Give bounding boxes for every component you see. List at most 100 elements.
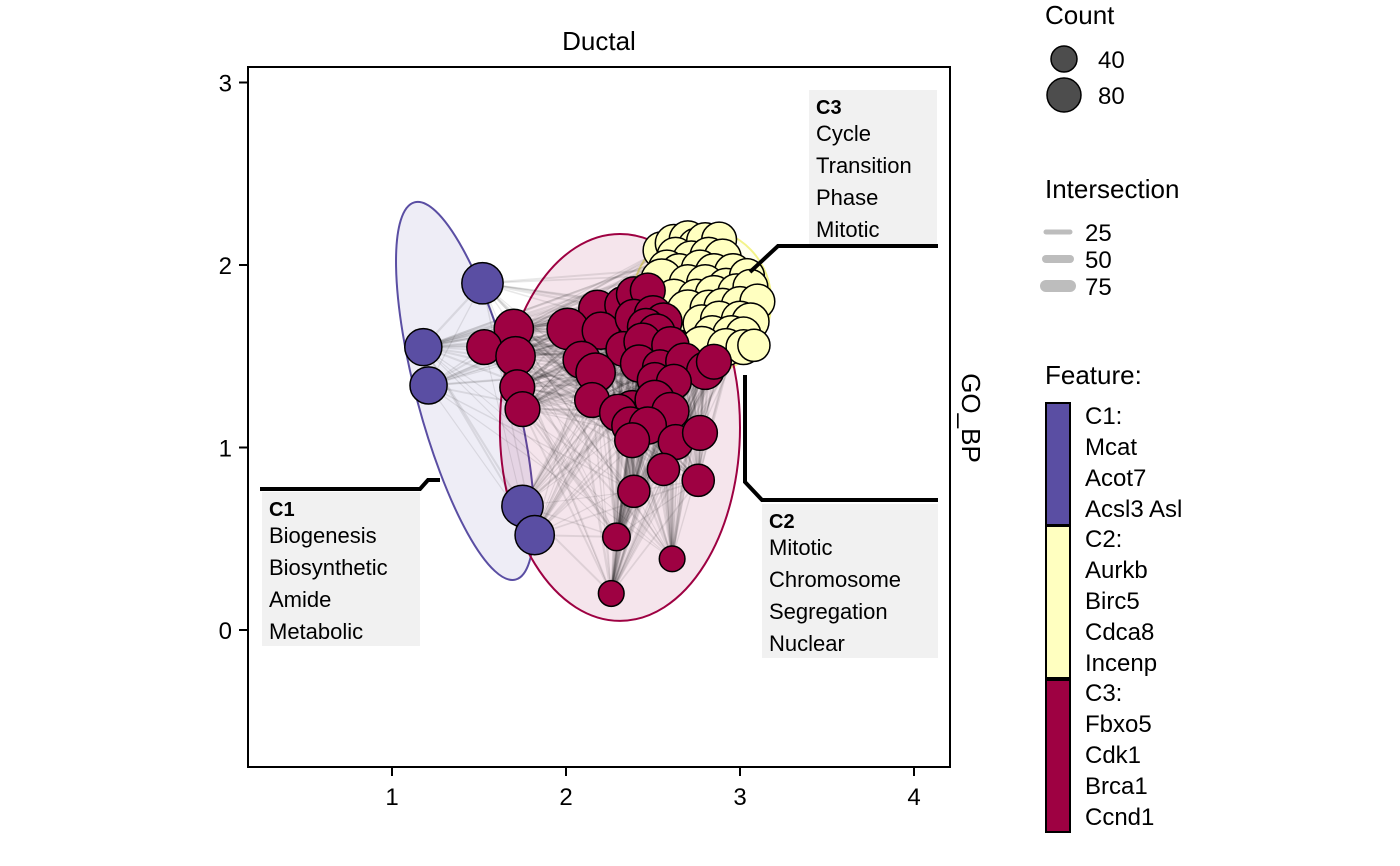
leader-line-c1 (260, 478, 440, 491)
network-edge (428, 384, 635, 492)
cluster-term: Mitotic (769, 535, 833, 560)
node-c3 (504, 391, 541, 428)
network-edge (422, 346, 673, 560)
node-c3 (617, 474, 651, 509)
legend-feature-text: C3: (1085, 680, 1122, 707)
cluster-term: Nuclear (769, 631, 845, 656)
network-edge (428, 249, 663, 387)
cluster-label-id: C3 (816, 97, 842, 119)
network-edge (522, 425, 631, 507)
legend-feature-text: Birc5 (1085, 588, 1140, 615)
network-edge (422, 254, 677, 349)
node-c3 (695, 343, 733, 380)
node-c3 (613, 422, 651, 459)
cluster-term: Segregation (769, 599, 888, 624)
network-edge (534, 479, 699, 536)
network-edge (671, 370, 707, 560)
network-edge (521, 362, 640, 507)
cluster-label-id: C1 (269, 499, 295, 521)
node-c1 (409, 366, 448, 405)
network-edge (422, 346, 617, 538)
legend-feature-text: Cdca8 (1085, 619, 1154, 646)
x-tick-label: 1 (385, 784, 398, 811)
cluster-label-id: C2 (769, 511, 795, 533)
cluster-term: Phase (816, 185, 878, 210)
node-c3 (601, 522, 631, 552)
legend-intersection-label: 75 (1085, 274, 1112, 301)
legend-feature-text: Acot7 (1085, 465, 1146, 492)
network-edge (483, 347, 524, 507)
legend-feature-text: Acsl3 Asl (1085, 496, 1182, 523)
legend-feature-text: C2: (1085, 526, 1122, 553)
node-c3 (681, 414, 719, 452)
network-edge (514, 355, 635, 492)
y-tick-label: 0 (219, 618, 232, 645)
y-axis: 0 1 2 3 (219, 71, 248, 645)
node-c1 (514, 514, 556, 556)
network-edge (610, 348, 624, 594)
legend-count-label: 40 (1098, 47, 1125, 74)
network-edge (513, 328, 673, 560)
cluster-term: Biogenesis (269, 523, 377, 548)
y-tick-label: 3 (219, 71, 232, 98)
legend-feature-text: Ccnd1 (1085, 804, 1154, 831)
legend-feature-text: Aurkb (1085, 557, 1148, 584)
x-tick-label: 2 (559, 784, 572, 811)
legend-count-swatch (1050, 45, 1078, 73)
node-c3 (681, 463, 716, 498)
label-leader-lines (260, 244, 938, 502)
network-nodes (404, 220, 776, 608)
legend-feature-text: Incenp (1085, 650, 1157, 677)
network-edge (610, 432, 701, 594)
network-edge (521, 408, 613, 594)
chart-title: Ductal (562, 26, 636, 56)
legend-count-label: 80 (1098, 83, 1125, 110)
cluster-term: Biosynthetic (269, 555, 388, 580)
legend-feature-swatch (1045, 402, 1071, 526)
node-c1 (404, 327, 443, 367)
node-c3 (597, 579, 625, 608)
legend-feature-title: Feature: (1045, 360, 1142, 390)
facet-strip-label: GO_BP (956, 373, 986, 463)
legend-feature: Feature: C1: Mcat Acot7 Acsl3 Asl C2: Aurkb Bi… (1045, 360, 1182, 833)
legend-feature-text: Cdk1 (1085, 742, 1141, 769)
x-tick-label: 4 (907, 784, 920, 811)
y-tick-label: 2 (219, 253, 232, 280)
node-c2 (737, 328, 771, 363)
legend-count-swatch (1046, 77, 1082, 113)
legend-feature-swatch (1045, 679, 1071, 833)
node-c1 (461, 261, 504, 305)
network-edge (591, 399, 612, 594)
legend-count-title: Count (1045, 0, 1115, 30)
x-axis: 1 2 3 4 (385, 767, 921, 811)
cluster-term: Metabolic (269, 619, 363, 644)
legend-intersection-label: 50 (1085, 247, 1112, 274)
node-c3 (658, 545, 686, 573)
label-box (762, 504, 938, 658)
legend-intersection-title: Intersection (1045, 174, 1179, 204)
network-edge (481, 282, 593, 401)
cluster-term: Amide (269, 587, 331, 612)
network-edge (423, 346, 655, 382)
legend-feature-text: Fbxo5 (1085, 711, 1152, 738)
cluster-term: Mitotic (816, 217, 880, 242)
legend-feature-text: Brca1 (1085, 773, 1148, 800)
legend-count: Count 40 80 (1045, 0, 1125, 113)
node-c3 (646, 452, 681, 487)
leader-line-c2 (743, 375, 938, 502)
network-edge (610, 479, 699, 595)
network-edge (428, 384, 673, 560)
label-box (262, 492, 420, 646)
network-edge (521, 408, 618, 538)
legend-feature-swatch (1045, 525, 1071, 679)
legend-feature-text: C1: (1085, 403, 1122, 430)
network-edge (423, 346, 655, 402)
network-edge (482, 267, 667, 285)
